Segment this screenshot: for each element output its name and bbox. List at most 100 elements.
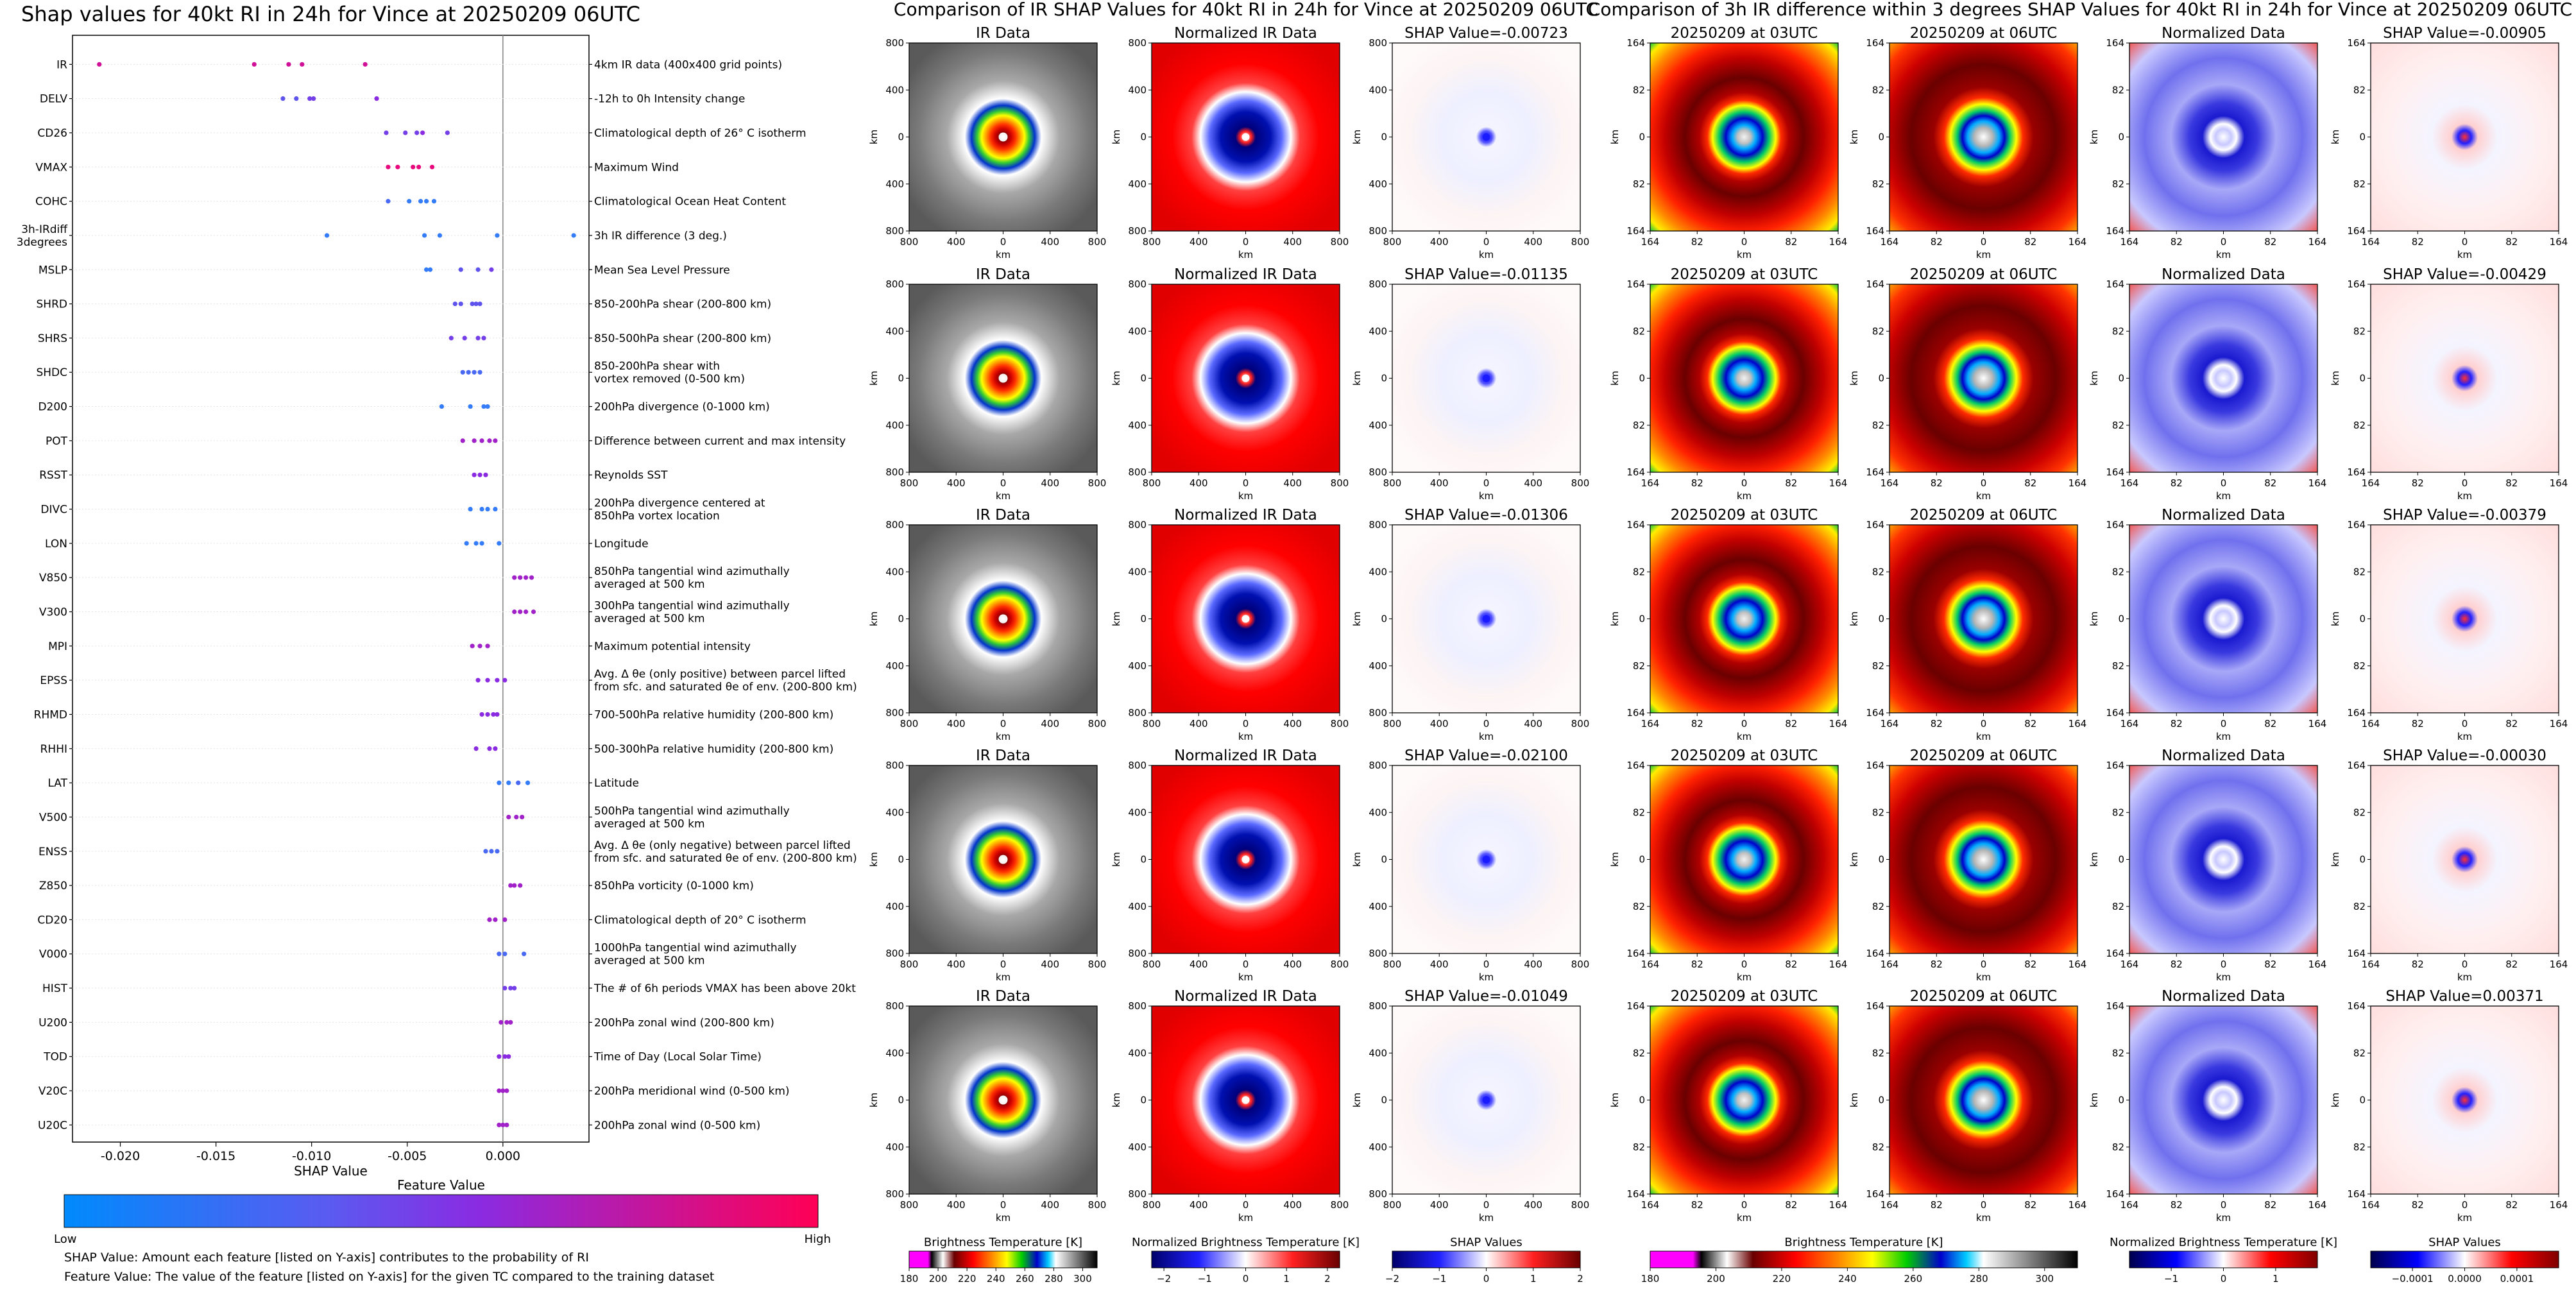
y-tick-label: 82 <box>1872 420 1884 431</box>
feature-description-line: averaged at 500 km <box>594 578 705 591</box>
y-tick-label: 164 <box>1866 1188 1884 1200</box>
x-tick-label: 164 <box>1641 1199 1660 1211</box>
chart-title: Shap values for 40kt RI in 24h for Vince… <box>21 2 640 26</box>
y-tick-label: 0 <box>2359 613 2366 625</box>
y-tick-label: 0 <box>1381 613 1387 625</box>
y-tick-label: 164 <box>1626 948 1645 959</box>
feature-description-line: 200hPa divergence centered at <box>594 497 765 510</box>
y-tick-label: 164 <box>2106 278 2124 290</box>
y-axis-label: km <box>868 852 880 867</box>
shap-point <box>497 1122 502 1127</box>
x-tick-label: 800 <box>1143 236 1161 248</box>
x-tick-label: 400 <box>1041 236 1059 248</box>
feature-description: 1000hPa tangential wind azimuthally avera… <box>594 942 797 968</box>
shap-point <box>520 814 525 820</box>
feature-label-line: CD26 <box>37 127 67 140</box>
x-tick-label: 82 <box>2264 477 2276 489</box>
x-tick-label: 0 <box>1981 1199 1987 1211</box>
x-tick-label: 0 <box>1000 718 1007 730</box>
y-tick-label: 164 <box>2106 760 2124 771</box>
x-tick-label: -0.010 <box>292 1149 331 1163</box>
panel-title: IR Data <box>976 266 1030 283</box>
y-tick-label: 800 <box>885 707 904 719</box>
feature-label: 3h-IRdiff 3degrees <box>17 223 69 249</box>
panel-title: 20250209 at 03UTC <box>1671 747 1818 764</box>
shap-point <box>411 164 416 169</box>
feature-description-line: 850-200hPa shear (200-800 km) <box>594 298 771 311</box>
panel-image <box>2129 284 2317 472</box>
x-axis-label: km <box>2216 249 2231 260</box>
y-tick-label: 400 <box>1369 325 1387 337</box>
y-axis-label: km <box>1848 611 1860 626</box>
shap-point <box>470 301 475 307</box>
y-tick-label: 400 <box>1128 178 1147 190</box>
shap-point <box>363 62 368 67</box>
panel-image <box>1650 765 1838 953</box>
y-tick-label: 82 <box>2353 84 2366 96</box>
feature-description: Avg. Δ θe (only negative) between parcel… <box>594 839 857 865</box>
shap-point <box>473 746 479 751</box>
diff-norm-colorbar-tick-label: −1 <box>2164 1273 2178 1285</box>
y-tick-label: 800 <box>1128 707 1147 719</box>
diff-norm-colorbar <box>2129 1251 2318 1268</box>
x-tick-label: 0 <box>1483 959 1490 970</box>
shap-point <box>472 472 477 477</box>
shap-point <box>395 164 400 169</box>
y-tick-label: 82 <box>2112 420 2124 431</box>
feature-description-line: -12h to 0h Intensity change <box>594 93 745 106</box>
y-tick-label: 164 <box>1866 1000 1884 1012</box>
feature-description-line: 500hPa tangential wind azimuthally <box>594 805 790 817</box>
x-tick-label: 82 <box>2171 1199 2183 1211</box>
feature-label-line: RSST <box>39 469 67 482</box>
feature-label: TOD <box>43 1051 67 1064</box>
x-tick-label: 82 <box>1785 959 1797 970</box>
feature-label-line: RHMD <box>34 708 67 721</box>
shap-point <box>414 130 420 135</box>
y-tick-label: 400 <box>885 901 904 912</box>
shap-point <box>516 780 521 785</box>
x-axis-label: km <box>1238 490 1253 502</box>
y-tick-label: 82 <box>2353 420 2366 431</box>
x-tick-label: 82 <box>1931 236 1943 248</box>
feature-label-line: 3h-IRdiff <box>21 223 68 236</box>
shap-point <box>473 541 479 546</box>
shap-point <box>508 986 513 991</box>
shap-point <box>497 1054 502 1059</box>
x-tick-label: 164 <box>2068 477 2087 489</box>
x-tick-label: 0 <box>2462 236 2468 248</box>
y-tick-label: 800 <box>1128 948 1147 959</box>
ir-bt-colorbar-tick-label: 200 <box>929 1273 948 1285</box>
y-tick-label: 82 <box>2112 84 2124 96</box>
x-tick-label: 164 <box>2362 959 2380 970</box>
y-tick-label: 400 <box>1369 84 1387 96</box>
feature-label-line: COHC <box>35 196 67 209</box>
panel-image <box>2371 525 2559 713</box>
feature-label-line: IR <box>56 58 67 71</box>
y-tick-label: 164 <box>2347 519 2366 531</box>
plot-frame <box>72 35 590 1143</box>
x-axis-label: km <box>1976 731 1991 742</box>
x-tick-label: 800 <box>1383 477 1402 489</box>
y-axis-label: km <box>868 371 880 386</box>
feature-label-line: VMAX <box>35 161 67 174</box>
feature-description-line: Latitude <box>594 777 639 790</box>
feature-label: VMAX <box>35 161 67 174</box>
diff-bt-colorbar-tick-label: 280 <box>1970 1273 1988 1285</box>
x-axis-label: km <box>1479 490 1494 502</box>
y-tick-label: 400 <box>885 807 904 818</box>
y-tick-label: 82 <box>2112 807 2124 818</box>
y-tick-label: 0 <box>1878 613 1884 625</box>
feature-description: Time of Day (Local Solar Time) <box>593 1051 762 1064</box>
diff-shap-colorbar-tick-label: 0.0001 <box>2500 1273 2534 1285</box>
shap-point <box>470 644 475 649</box>
x-tick-label: 82 <box>1691 477 1703 489</box>
y-tick-label: 82 <box>1633 660 1645 672</box>
panel-title: Normalized Data <box>2162 266 2285 283</box>
y-tick-label: 800 <box>1128 466 1147 478</box>
x-tick-label: 800 <box>1383 1199 1402 1211</box>
y-tick-label: 164 <box>2106 466 2124 478</box>
y-tick-label: 82 <box>2112 660 2124 672</box>
y-tick-label: 164 <box>1626 1000 1645 1012</box>
x-tick-label: 800 <box>900 718 919 730</box>
x-axis-label: km <box>996 731 1011 742</box>
